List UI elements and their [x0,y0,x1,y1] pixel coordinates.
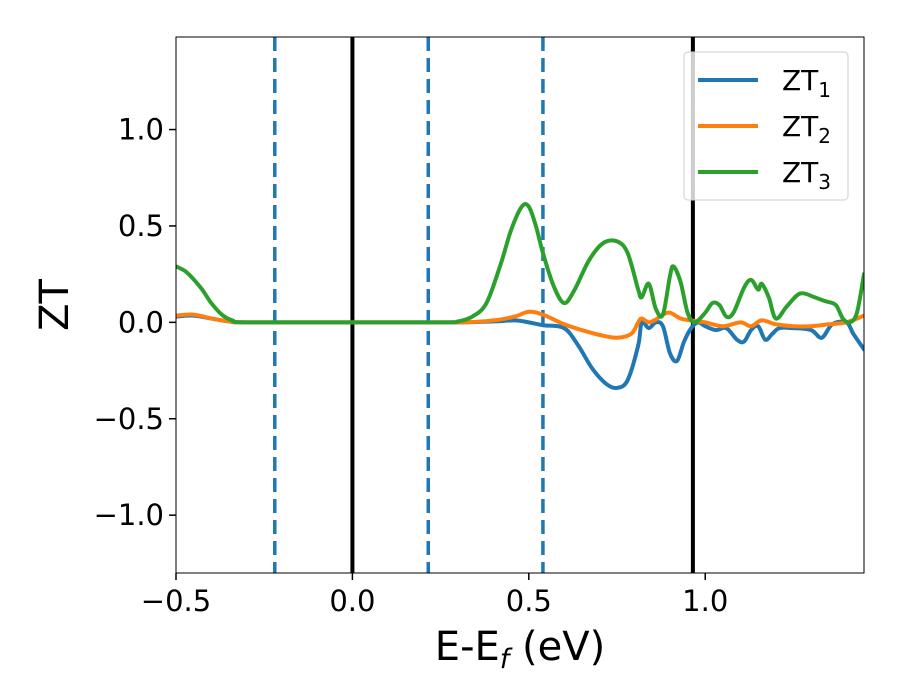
x-tick-label: 0.5 [506,584,552,618]
y-axis-label: ZT [32,279,78,331]
x-axis: −0.5 0.0 0.5 1.0 [141,573,728,618]
legend-box [683,51,849,201]
series-line-zt1 [176,313,864,391]
legend: ZT1 ZT2 ZT3 [683,51,849,201]
series-line-zt3 [176,202,864,325]
x-tick-label: 0.0 [329,584,375,618]
legend-label-zt1: ZT1 [782,64,831,102]
y-tick-label: −0.5 [94,402,164,436]
x-tick-label: 1.0 [682,584,728,618]
y-tick-label: 0.0 [118,305,164,339]
y-tick-label: 0.5 [118,209,164,243]
x-axis-label: E-Ef (eV) [435,624,605,675]
plot-frame [175,36,865,574]
y-axis: −1.0 −0.5 0.0 0.5 1.0 [94,113,176,532]
legend-label-zt3: ZT3 [782,156,831,194]
y-tick-label: −1.0 [94,498,164,532]
x-axis-label-unit: (eV) [509,624,605,670]
x-tick-label: −0.5 [141,584,211,618]
legend-label-zt2: ZT2 [782,110,831,148]
series-layer [176,202,864,391]
y-tick-label: 1.0 [118,113,164,147]
